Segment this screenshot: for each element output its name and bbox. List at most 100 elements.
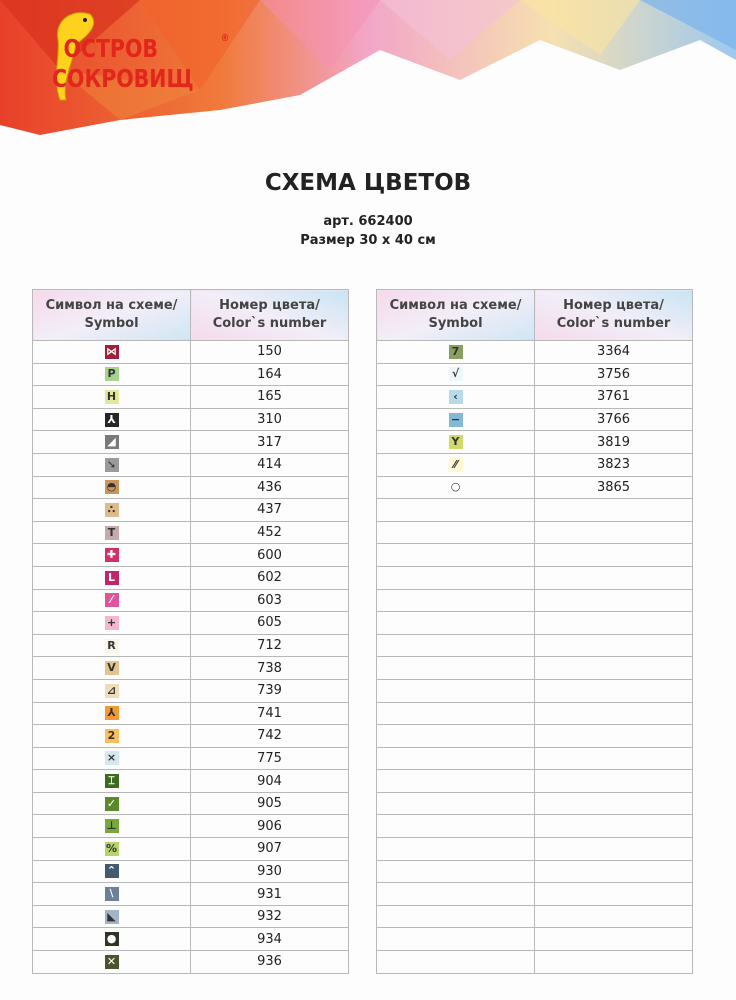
color-number: 165	[257, 389, 282, 405]
symbol: ○	[448, 480, 463, 495]
row: ◣ 932	[32, 904, 349, 929]
symbol-cell: ∴	[32, 498, 191, 522]
symbol-cell: ⊥	[32, 814, 191, 839]
row	[376, 701, 693, 726]
number-cell: 742	[190, 724, 349, 748]
number-cell	[534, 859, 693, 884]
number-cell	[534, 633, 693, 658]
symbol: R	[104, 638, 119, 653]
color-number: 164	[257, 366, 282, 382]
number-cell: 437	[190, 498, 349, 522]
row	[376, 588, 693, 613]
symbol-cell	[376, 633, 535, 658]
number-cell: 452	[190, 520, 349, 545]
symbol-cell: ●	[32, 927, 191, 952]
symbol-cell: ⅄	[32, 701, 191, 726]
logo-text: СОКРОВИЩ	[52, 64, 194, 93]
symbol-cell	[376, 882, 535, 906]
number-cell: 3364	[534, 340, 693, 364]
number-cell: 150	[190, 340, 349, 364]
number-cell: 3756	[534, 362, 693, 387]
symbol-cell	[376, 746, 535, 771]
symbol: H	[104, 389, 119, 404]
color-number: 3364	[596, 344, 631, 360]
symbol: ⅄	[104, 706, 119, 721]
row: 7 3364	[376, 340, 693, 364]
symbol-cell: ⊿	[32, 678, 191, 703]
symbol-cell: √	[376, 362, 535, 387]
symbol-cell: 2	[32, 724, 191, 748]
number-cell: 414	[190, 452, 349, 477]
row	[376, 724, 693, 748]
row: H 165	[32, 385, 349, 409]
row	[376, 791, 693, 816]
row: R 712	[32, 633, 349, 658]
symbol-cell	[376, 724, 535, 748]
symbol: P	[104, 367, 119, 382]
number-cell: 310	[190, 407, 349, 432]
symbol-cell: L	[32, 565, 191, 590]
row: ◢ 317	[32, 430, 349, 454]
color-number: 317	[257, 434, 282, 450]
row: V 738	[32, 656, 349, 680]
color-number: 605	[257, 615, 282, 631]
color-number: 150	[257, 344, 282, 360]
color-number: 3819	[596, 434, 631, 450]
row: ✓ 905	[32, 791, 349, 816]
row: ➘ 414	[32, 452, 349, 477]
number-cell: 602	[190, 565, 349, 590]
color-number: 3766	[596, 412, 631, 428]
number-cell	[534, 882, 693, 906]
symbol-cell	[376, 904, 535, 929]
color-number: 437	[257, 502, 282, 518]
row: ○ 3865	[376, 475, 693, 500]
row	[376, 927, 693, 952]
number-cell: 3823	[534, 452, 693, 477]
symbol: −	[448, 412, 463, 427]
color-number: 932	[257, 909, 282, 925]
symbol-cell	[376, 543, 535, 567]
row: ◓ 436	[32, 475, 349, 500]
symbol: ⅄	[104, 412, 119, 427]
symbol: ‹	[448, 389, 463, 404]
symbol: T	[104, 525, 119, 540]
number-cell	[534, 904, 693, 929]
row: ⊿ 739	[32, 678, 349, 703]
number-cell	[534, 746, 693, 771]
color-number: 310	[257, 412, 282, 428]
color-number: 452	[257, 525, 282, 541]
symbol-cell: ⋈	[32, 340, 191, 364]
row: √ 3756	[376, 362, 693, 387]
row	[376, 746, 693, 771]
number-cell	[534, 724, 693, 748]
symbol: ⧵	[104, 887, 119, 902]
number-cell: 904	[190, 769, 349, 793]
symbol-cell: ◢	[32, 430, 191, 454]
row: ● 934	[32, 927, 349, 952]
symbol-cell: +	[32, 611, 191, 635]
row: ⋈ 150	[32, 340, 349, 364]
color-number: 904	[257, 773, 282, 789]
color-number: 602	[257, 570, 282, 586]
symbol: ⋈	[104, 344, 119, 359]
symbol: +	[104, 615, 119, 630]
row	[376, 837, 693, 861]
number-cell	[534, 543, 693, 567]
title: СХЕМА ЦВЕТОВ	[264, 170, 472, 196]
row: T 452	[32, 520, 349, 545]
row: P 164	[32, 362, 349, 387]
symbol-cell: R	[32, 633, 191, 658]
symbol: ✚	[104, 548, 119, 563]
symbol-cell: 7	[376, 340, 535, 364]
symbol-cell	[376, 656, 535, 680]
number-cell	[534, 520, 693, 545]
row: ⊥ 906	[32, 814, 349, 839]
number-cell: 600	[190, 543, 349, 567]
number-cell: 317	[190, 430, 349, 454]
symbol-cell: ◓	[32, 475, 191, 500]
symbol: ✕	[104, 954, 119, 969]
color-number: 741	[257, 705, 282, 721]
number-cell: 739	[190, 678, 349, 703]
number-cell: 605	[190, 611, 349, 635]
row	[376, 814, 693, 839]
